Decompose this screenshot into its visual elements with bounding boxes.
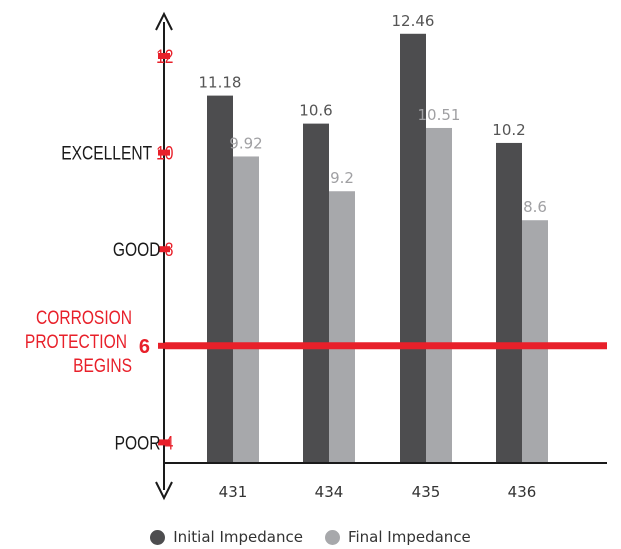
legend-swatch-initial bbox=[150, 529, 166, 545]
legend-label-initial: Initial Impedance bbox=[173, 528, 303, 546]
bar-initial-436 bbox=[496, 142, 522, 463]
value-label-final-434: 9.2 bbox=[330, 169, 354, 187]
threshold-label-line-2: PROTECTION bbox=[25, 330, 127, 352]
value-label-initial-435: 12.46 bbox=[392, 12, 435, 30]
y-tick-prefix-8: GOOD bbox=[113, 239, 165, 261]
y-tick-number-8: 8 bbox=[165, 239, 174, 261]
y-tick-number-4: 4 bbox=[165, 432, 174, 454]
y-tick-label-10: EXCELLENT 10 bbox=[61, 142, 173, 164]
bar-final-434 bbox=[329, 191, 355, 464]
legend-item-final: Final Impedance bbox=[324, 528, 471, 546]
value-label-final-435: 10.51 bbox=[418, 106, 461, 124]
y-tick-prefix-4: POOR bbox=[115, 432, 165, 454]
y-tick-label-12: 12 bbox=[156, 46, 173, 68]
x-tick-label-431: 431 bbox=[219, 483, 248, 501]
y-axis-arrow-down bbox=[155, 481, 173, 501]
x-tick-label-434: 434 bbox=[315, 483, 344, 501]
bar-initial-434 bbox=[303, 123, 329, 464]
threshold-label-line-1: CORROSION bbox=[36, 306, 132, 328]
y-tick-4 bbox=[158, 439, 170, 446]
value-label-final-431: 9.92 bbox=[229, 134, 262, 152]
legend-label-final: Final Impedance bbox=[347, 528, 471, 546]
y-tick-label-8: GOOD 8 bbox=[113, 239, 174, 261]
bar-initial-431 bbox=[207, 95, 233, 463]
bar-final-436 bbox=[522, 220, 548, 463]
y-tick-10 bbox=[158, 149, 170, 156]
threshold-label-line-3: BEGINS bbox=[73, 354, 132, 376]
legend-swatch-final bbox=[324, 529, 340, 545]
y-tick-number-12: 12 bbox=[156, 46, 173, 68]
y-tick-12 bbox=[158, 53, 170, 59]
value-label-initial-436: 10.2 bbox=[492, 121, 525, 139]
chart: 11.18 10.6 12.46 10.2 9.92 9.2 10.51 8.6 431 434 4… bbox=[25, 11, 607, 501]
y-tick-8 bbox=[158, 246, 170, 253]
bar-final-431 bbox=[233, 156, 259, 464]
y-tick-label-4: POOR 4 bbox=[115, 432, 174, 454]
value-label-initial-431: 11.18 bbox=[199, 74, 242, 92]
bar-initial-435 bbox=[400, 33, 426, 463]
y-tick-label-6: 6 bbox=[139, 336, 150, 358]
bar-final-435 bbox=[426, 127, 452, 463]
value-label-final-436: 8.6 bbox=[523, 198, 547, 216]
y-axis-arrow-up bbox=[155, 11, 173, 31]
x-tick-label-436: 436 bbox=[508, 483, 537, 501]
y-tick-6 bbox=[158, 342, 170, 349]
y-tick-number-10: 10 bbox=[156, 142, 173, 164]
y-tick-prefix-10: EXCELLENT bbox=[61, 142, 156, 164]
x-tick-label-435: 435 bbox=[412, 483, 441, 501]
legend: Initial Impedance Final Impedance bbox=[0, 526, 621, 548]
legend-item-initial: Initial Impedance bbox=[150, 528, 303, 546]
value-label-initial-434: 10.6 bbox=[299, 102, 332, 120]
